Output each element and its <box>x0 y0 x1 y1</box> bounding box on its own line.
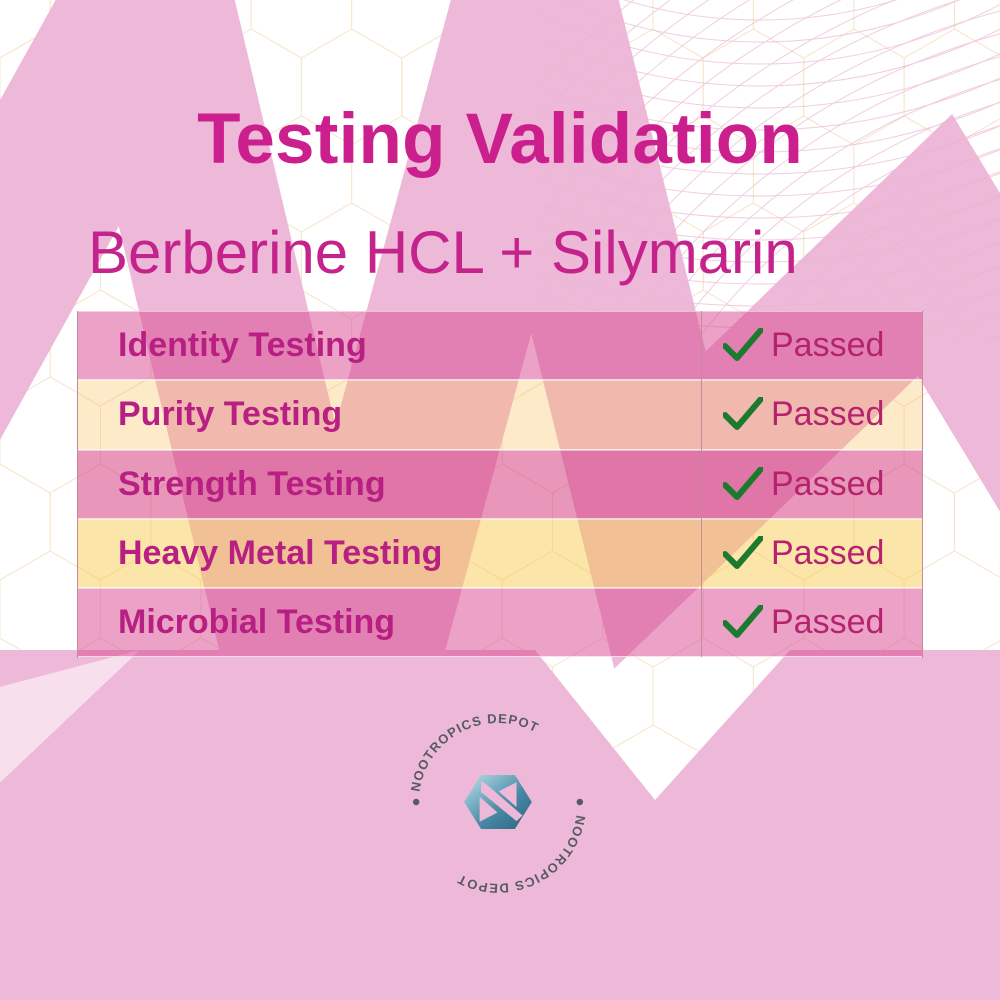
svg-text:NOOTROPICS DEPOT: NOOTROPICS DEPOT <box>408 711 542 793</box>
svg-text:NOOTROPICS DEPOT: NOOTROPICS DEPOT <box>455 814 589 895</box>
